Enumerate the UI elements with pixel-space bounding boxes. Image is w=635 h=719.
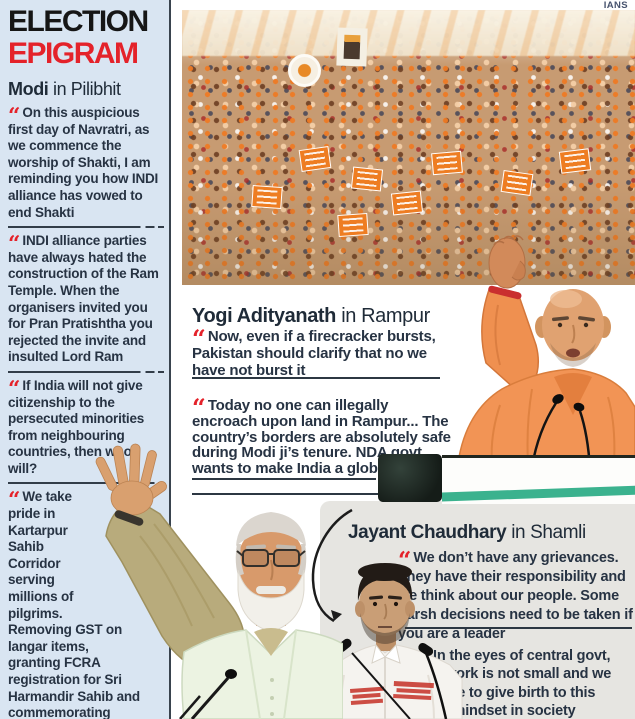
speaker-heading-yogi: Yogi Adityanath in Rampur (192, 304, 430, 327)
podium-stripe (442, 485, 635, 502)
modi-quote-1: On this auspicious first day of Navratri… (8, 105, 164, 221)
quote-icon (192, 328, 208, 345)
modi-quote-4: We take pride in Kartarpur Sahib Corrido… (8, 489, 164, 719)
speaker-heading-jayant: Jayant Chaudhary in Shamli (348, 521, 586, 543)
quote-icon (8, 489, 22, 504)
speaker-heading-modi: Modi in Pilibhit (8, 79, 121, 99)
placard-sign (431, 150, 463, 176)
divider (405, 627, 632, 629)
speaker-monitor (378, 454, 442, 502)
modi-quote-3: If India will not give citizenship to th… (8, 378, 164, 478)
divider (8, 482, 164, 485)
tent-canopy (182, 10, 635, 56)
divider (8, 226, 164, 229)
quote-icon (8, 233, 22, 248)
yogi-quote-2: Today no one can illegally encroach upon… (192, 397, 454, 477)
placard-sign (500, 170, 534, 196)
quote-icon (192, 397, 208, 414)
divider (192, 478, 376, 480)
party-logo-sign (288, 54, 321, 87)
photo-credit: IANS (603, 0, 628, 11)
jayant-chaudhary-photo (325, 563, 463, 719)
quote-icon (398, 550, 413, 566)
yogi-adityanath-photo (457, 235, 635, 470)
placard-sign (390, 190, 424, 216)
divider (192, 377, 440, 379)
divider (8, 370, 164, 373)
pointer-arrow (311, 508, 353, 623)
title-line-1: ELECTION (8, 5, 149, 38)
jayant-quote-1: We don’t have any grievances. They have … (398, 549, 635, 644)
jayant-quote-2: In the eyes of central govt, any work is… (408, 647, 620, 719)
yogi-quote-1: Now, even if a firecracker bursts, Pakis… (192, 328, 454, 379)
portrait-sign (336, 27, 368, 67)
placard-sign (337, 212, 369, 238)
rally-crowd-photo (182, 10, 635, 285)
placard-sign (350, 166, 384, 192)
placard-sign (558, 148, 592, 174)
podium (442, 455, 635, 504)
quote-icon (8, 105, 22, 120)
placard-sign (298, 146, 332, 172)
modi-photo (95, 443, 343, 719)
modi-quote-2: INDI alliance parties have always hated … (8, 233, 164, 366)
title-line-2: EPIGRAM (8, 37, 139, 70)
quote-icon (8, 378, 22, 393)
placard-sign (251, 184, 283, 210)
page-title: ELECTION EPIGRAM (8, 6, 164, 70)
